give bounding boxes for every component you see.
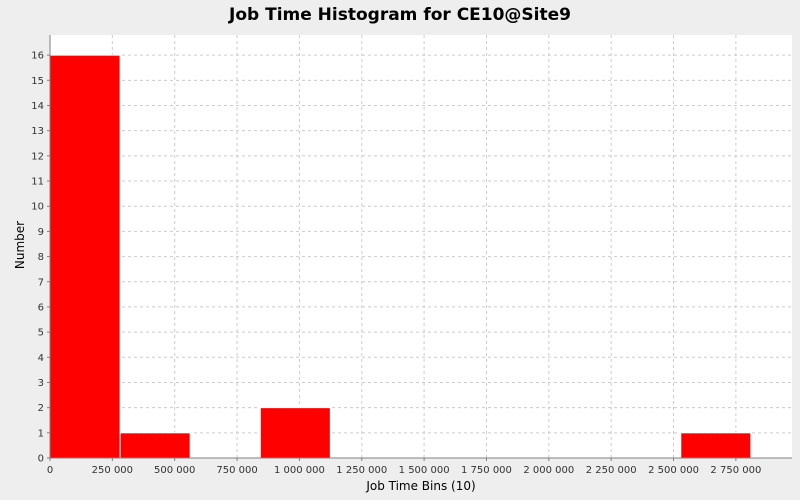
x-tick-label: 2 500 000 — [648, 465, 699, 476]
y-tick-label: 14 — [31, 101, 44, 112]
histogram-bar — [119, 432, 191, 459]
y-tick-label: 7 — [38, 277, 44, 288]
x-tick-label: 0 — [47, 465, 53, 476]
y-tick-label: 8 — [38, 252, 44, 263]
y-tick-label: 13 — [31, 126, 44, 137]
y-tick-label: 16 — [31, 51, 44, 62]
y-tick-label: 6 — [38, 302, 44, 313]
y-tick-label: 1 — [38, 428, 44, 439]
x-tick-label: 500 000 — [154, 465, 195, 476]
chart-title: Job Time Histogram for CE10@Site9 — [229, 5, 571, 25]
x-axis-label: Job Time Bins (10) — [366, 479, 476, 493]
y-tick-label: 11 — [31, 177, 44, 188]
plot-area — [50, 35, 792, 458]
x-tick-label: 2 750 000 — [710, 465, 761, 476]
y-tick-label: 9 — [38, 227, 44, 238]
x-tick-label: 1 750 000 — [461, 465, 512, 476]
y-tick-label: 10 — [31, 202, 44, 213]
y-tick-label: 0 — [38, 454, 44, 465]
x-tick-label: 250 000 — [92, 465, 133, 476]
x-tick-label: 1 250 000 — [336, 465, 387, 476]
y-tick-label: 4 — [38, 353, 44, 364]
y-tick-label: 15 — [31, 76, 44, 87]
y-tick-label: 12 — [31, 151, 44, 162]
x-tick-label: 750 000 — [216, 465, 257, 476]
bars — [49, 54, 752, 459]
histogram-bar — [680, 432, 752, 459]
histogram-bar — [49, 54, 121, 459]
y-tick-label: 2 — [38, 403, 44, 414]
x-tick-label: 1 000 000 — [274, 465, 325, 476]
x-tick-label: 2 250 000 — [586, 465, 637, 476]
x-tick-label: 2 000 000 — [523, 465, 574, 476]
x-tick-label: 1 500 000 — [399, 465, 450, 476]
y-tick-label: 5 — [38, 328, 44, 339]
y-tick-label: 3 — [38, 378, 44, 389]
histogram-bar — [259, 407, 331, 459]
grid-lines — [50, 35, 792, 458]
